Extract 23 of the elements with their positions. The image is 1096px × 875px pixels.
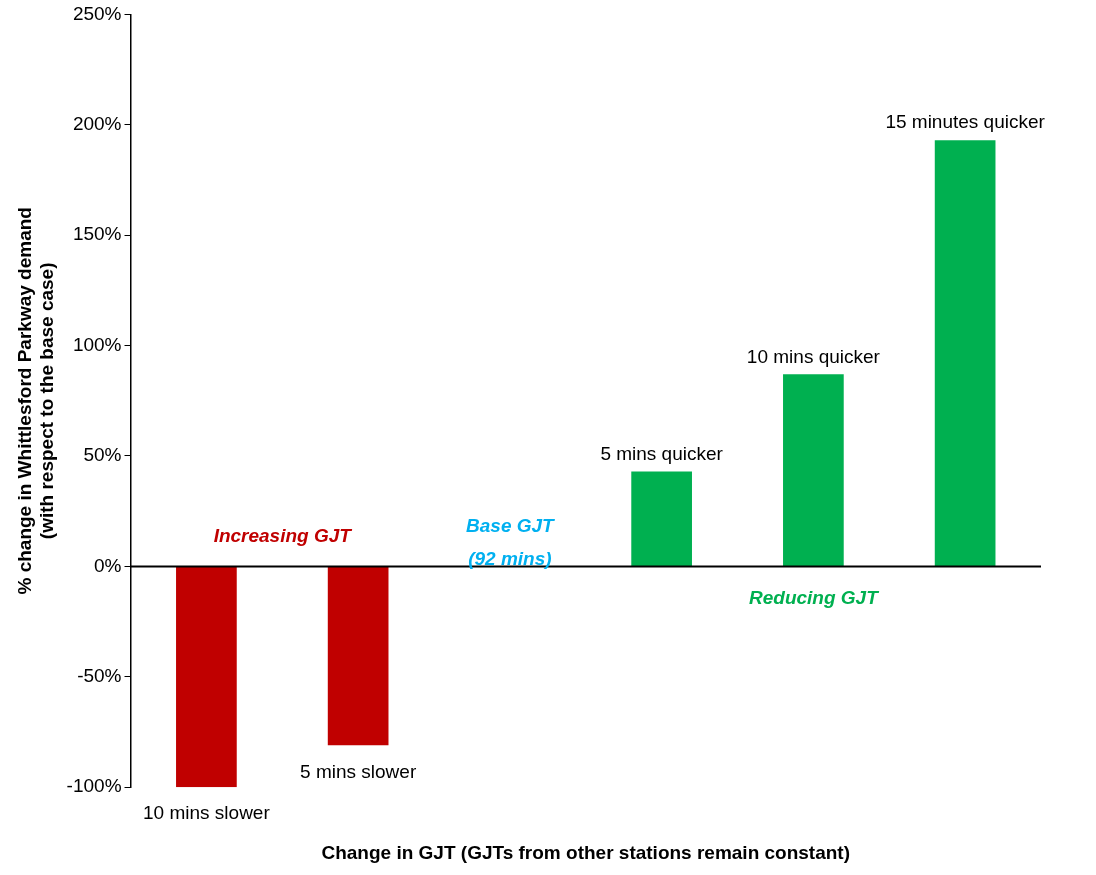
- y-tick-label: 250%: [72, 2, 122, 24]
- y-axis-title: % change in Whittlesford Parkway demand (with respect to the base case): [13, 207, 58, 595]
- annotation: Increasing GJT: [213, 524, 353, 546]
- bar: [631, 471, 692, 566]
- bar: [783, 374, 844, 566]
- y-tick-label: 50%: [83, 444, 122, 466]
- annotation: Reducing GJT: [748, 586, 880, 608]
- x-axis-title: Change in GJT (GJTs from other stations remain constant): [321, 841, 851, 863]
- y-tick-label: 0%: [94, 554, 122, 576]
- y-tick-label: -100%: [66, 775, 122, 797]
- x-tick-label: 15 minutes quicker: [885, 111, 1046, 133]
- y-tick-label: -50%: [77, 665, 122, 687]
- x-tick-label: 10 mins quicker: [746, 345, 881, 367]
- y-tick-label: 200%: [72, 113, 122, 135]
- x-tick-label: 10 mins slower: [143, 802, 271, 824]
- bar: [176, 566, 237, 788]
- y-tick-label: 150%: [72, 223, 122, 245]
- x-tick-label: 5 mins quicker: [600, 442, 724, 464]
- annotation: Base GJT (92 mins): [466, 514, 556, 569]
- y-tick-label: 100%: [72, 333, 122, 355]
- bar: [327, 566, 389, 746]
- bar: [934, 140, 996, 566]
- x-tick-label: 5 mins slower: [300, 761, 417, 783]
